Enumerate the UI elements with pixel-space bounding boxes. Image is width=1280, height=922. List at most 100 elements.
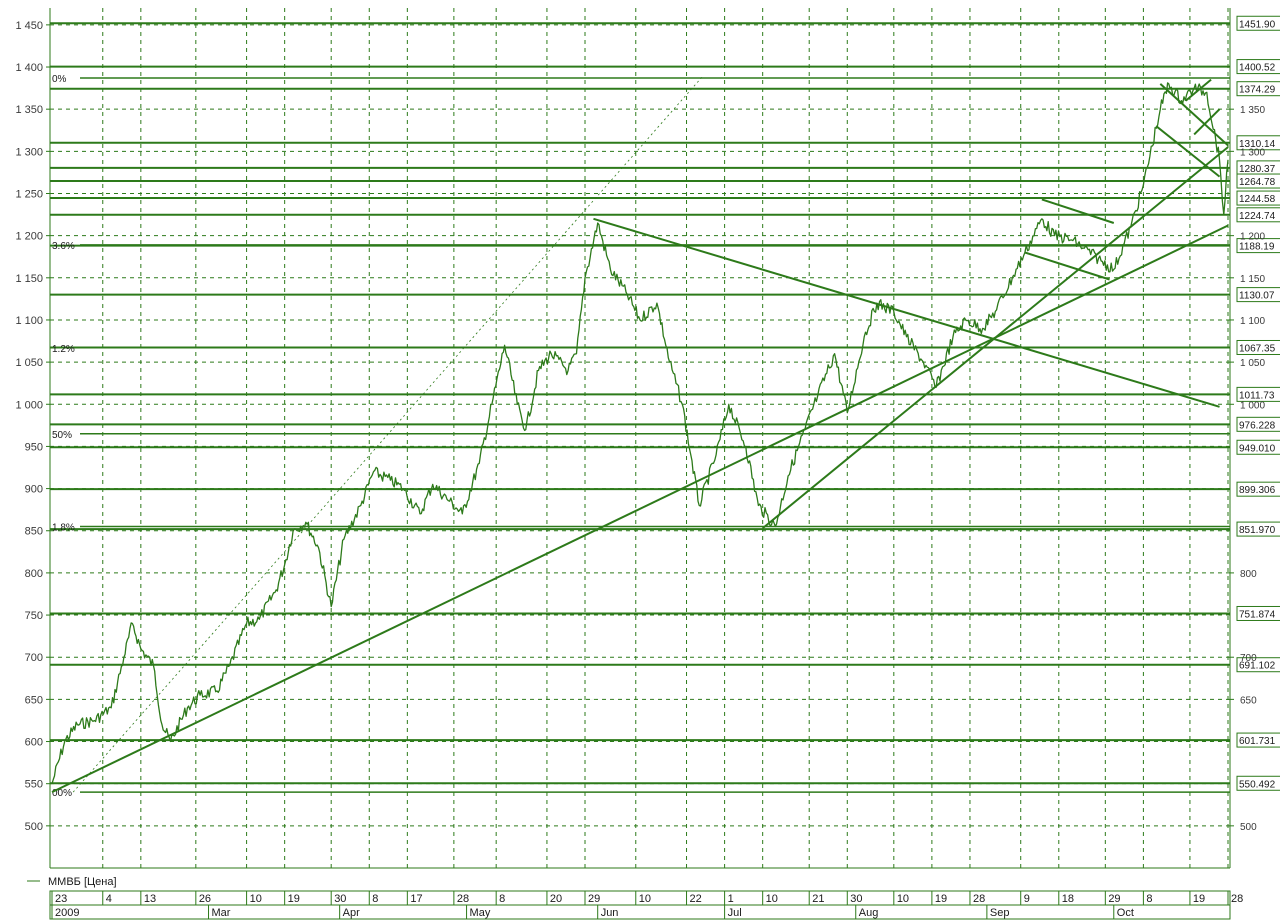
- y-tick-label: 850: [25, 526, 43, 538]
- right-tick-label: 800: [1240, 569, 1257, 580]
- fib-label: 0%: [52, 74, 67, 85]
- level-label-box: [1236, 81, 1280, 97]
- right-tick-label: 1 200: [1240, 232, 1265, 243]
- x-day-label: 17: [410, 893, 422, 905]
- x-month-label: Mar: [212, 907, 231, 919]
- level-label-box: [1236, 775, 1280, 791]
- y-tick-label: 1 250: [15, 188, 43, 200]
- level-label-box: [1236, 521, 1280, 537]
- fib-label: 00%: [52, 788, 72, 799]
- x-month-label: Jun: [601, 907, 619, 919]
- y-tick-label: 1 100: [15, 315, 43, 327]
- x-day-label: 19: [935, 893, 947, 905]
- y-tick-label: 1 450: [15, 20, 43, 32]
- level-label: 1264.78: [1239, 177, 1276, 188]
- trendline: [1155, 125, 1221, 178]
- x-day-label: 8: [499, 893, 505, 905]
- y-tick-label: 800: [25, 568, 43, 580]
- level-label: 1011.73: [1239, 390, 1275, 401]
- x-day-label: 28: [457, 893, 469, 905]
- right-tick-label: 700: [1240, 653, 1257, 664]
- x-day-label: 19: [1193, 893, 1205, 905]
- level-label: 899.306: [1239, 485, 1276, 496]
- level-label: 1067.35: [1239, 343, 1276, 354]
- level-label: 1451.90: [1239, 19, 1276, 30]
- level-label-box: [1236, 135, 1280, 151]
- legend: ММВБ [Цена]: [27, 876, 117, 888]
- x-day-label: 13: [144, 893, 156, 905]
- level-label: 949.010: [1239, 443, 1276, 454]
- level-label: 1224.74: [1239, 211, 1276, 222]
- level-label-box: [1236, 287, 1280, 303]
- x-month-label: Apr: [343, 907, 360, 919]
- y-tick-label: 900: [25, 484, 43, 496]
- y-tick-label: 550: [25, 779, 43, 791]
- y-tick-label: 1 000: [15, 399, 43, 411]
- trendline: [51, 224, 1229, 794]
- right-tick-label: 1 100: [1240, 316, 1265, 327]
- level-label-box: [1236, 481, 1280, 497]
- x-day-label: 20: [550, 893, 562, 905]
- trendline-dotted: [72, 75, 704, 793]
- x-day-label: 30: [850, 893, 862, 905]
- level-label: 550.492: [1239, 779, 1276, 790]
- y-tick-label: 1 400: [15, 62, 43, 74]
- trendline: [762, 146, 1229, 529]
- x-day-label: 28: [973, 893, 985, 905]
- level-label-box: [1236, 657, 1280, 673]
- x-day-label: 18: [1062, 893, 1074, 905]
- x-day-label: 26: [199, 893, 211, 905]
- trendlines: [51, 75, 1229, 794]
- trendline: [593, 217, 1220, 408]
- x-day-label: 10: [897, 893, 909, 905]
- x-month-label: Oct: [1117, 907, 1134, 919]
- x-month-label: May: [470, 907, 491, 919]
- level-label: 1310.14: [1239, 139, 1276, 150]
- level-label-box: [1236, 386, 1280, 402]
- level-label-box: [1236, 416, 1280, 432]
- x-day-label: 9: [1024, 893, 1030, 905]
- y-tick-label: 1 350: [15, 104, 43, 116]
- level-label: 1400.52: [1239, 63, 1276, 74]
- level-label: 1130.07: [1239, 291, 1275, 302]
- y-tick-label: 1 200: [15, 231, 43, 243]
- y-tick-label: 600: [25, 737, 43, 749]
- fib-label: 1.8%: [52, 523, 75, 534]
- y-tick-label: 1 300: [15, 146, 43, 158]
- y-tick-label: 500: [25, 821, 43, 833]
- y-tick-label: 750: [25, 610, 43, 622]
- right-tick-label: 650: [1240, 695, 1257, 706]
- y-tick-label: 700: [25, 652, 43, 664]
- level-label: 1188.19: [1239, 242, 1275, 253]
- x-day-label: 21: [812, 893, 824, 905]
- y-tick-label: 950: [25, 441, 43, 453]
- trendline: [1159, 83, 1229, 147]
- level-label: 976.228: [1239, 420, 1276, 431]
- x-month-label: Aug: [859, 907, 879, 919]
- fib-label: 50%: [52, 430, 72, 441]
- level-label: 691.102: [1239, 661, 1276, 672]
- x-day-label: 23: [55, 893, 67, 905]
- x-day-label: 10: [639, 893, 651, 905]
- right-tick-label: 1 300: [1240, 147, 1265, 158]
- level-label: 751.874: [1239, 609, 1276, 620]
- level-label-box: [1236, 173, 1280, 189]
- x-day-label: 29: [588, 893, 600, 905]
- x-day-label: 28: [1231, 893, 1243, 905]
- level-label-box: [1236, 339, 1280, 355]
- price-line: [51, 82, 1229, 784]
- right-tick-label: 1 150: [1240, 274, 1265, 285]
- grid: [50, 8, 1230, 868]
- fib-label: 3.6%: [52, 241, 75, 252]
- level-label: 851.970: [1239, 525, 1276, 536]
- legend-label: ММВБ [Цена]: [48, 876, 117, 888]
- right-tick-label: 1 350: [1240, 105, 1265, 116]
- y-axis-right: 500 650 700 800 1 000 1 050 1 100 1 150 1 200 1 3…: [1230, 105, 1265, 833]
- x-day-label: 8: [1146, 893, 1152, 905]
- level-label-box: [1236, 439, 1280, 455]
- y-tick-label: 650: [25, 694, 43, 706]
- x-axis: 23 4 13 26 10 19 30 8 17 28 8 20 29 10 22 1 10 21 30 10 19 28…: [49, 890, 1243, 920]
- x-month-label: Jul: [728, 907, 742, 919]
- trendline: [1193, 108, 1221, 136]
